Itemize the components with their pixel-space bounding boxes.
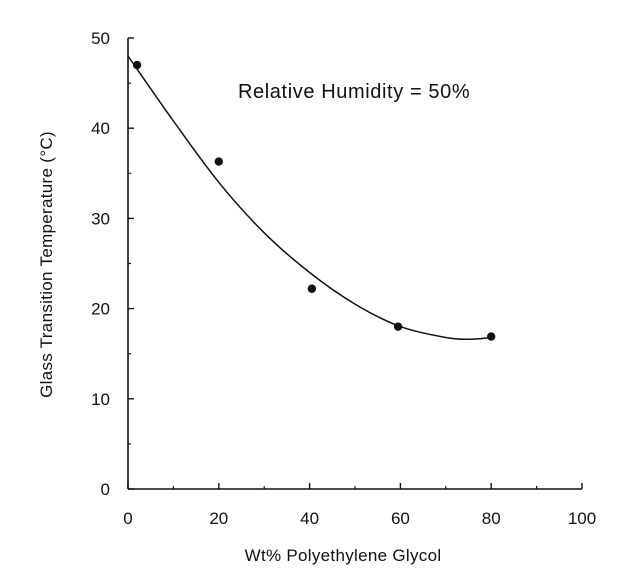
y-tick-label: 50 (91, 29, 110, 48)
data-point (307, 284, 317, 293)
x-axis-title: Wt% Polyethylene Glycol (245, 546, 442, 565)
y-axis-title: Glass Transition Temperature (°C) (37, 131, 56, 398)
tick-marks (127, 37, 583, 490)
data-point (214, 157, 223, 166)
x-tick-label: 80 (482, 509, 501, 528)
x-tick-label: 20 (209, 509, 228, 528)
x-tick-label: 0 (123, 509, 132, 528)
data-points (132, 60, 496, 341)
x-tick-label: 40 (300, 509, 319, 528)
x-tick-label: 60 (391, 509, 410, 528)
data-point (132, 60, 142, 70)
tick-labels: 0 20 40 60 80 100 0 10 20 30 40 50 (91, 29, 596, 528)
annotation-label: Relative Humidity = 50% (238, 81, 470, 103)
data-point (487, 332, 496, 341)
y-tick-label: 10 (91, 390, 110, 409)
x-tick-label: 100 (568, 509, 596, 528)
fit-curve (127, 55, 492, 341)
y-tick-label: 30 (91, 209, 110, 228)
data-point (393, 322, 403, 331)
y-tick-label: 40 (91, 119, 110, 138)
y-tick-label: 0 (101, 480, 110, 499)
y-tick-label: 20 (91, 300, 110, 319)
axes (127, 38, 582, 490)
